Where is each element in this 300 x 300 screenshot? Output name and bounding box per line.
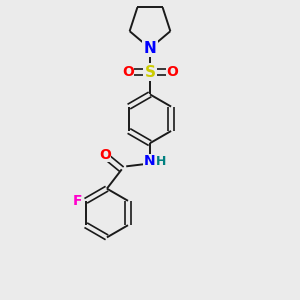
Text: O: O (122, 65, 134, 79)
Text: N: N (144, 154, 155, 168)
Text: S: S (145, 64, 155, 80)
Text: H: H (156, 155, 166, 168)
Text: F: F (73, 194, 82, 208)
Text: O: O (167, 65, 178, 79)
Text: O: O (99, 148, 111, 162)
Text: N: N (144, 41, 156, 56)
